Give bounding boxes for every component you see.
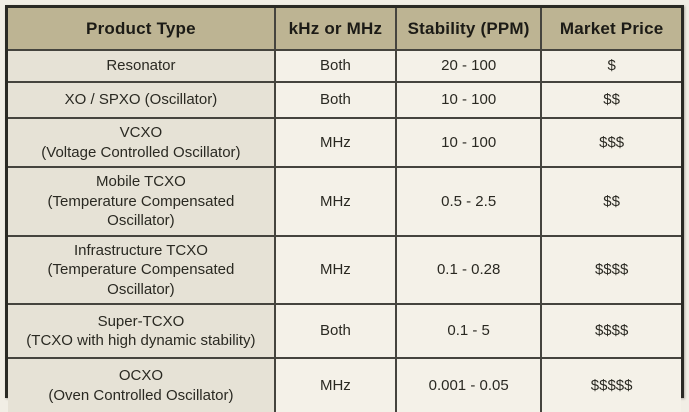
table-body: Resonator Both 20 - 100 $ XO / SPXO (Osc…	[8, 51, 681, 412]
khz-or-mhz-cell: MHz	[275, 119, 397, 166]
market-price-cell: $$$$	[542, 236, 681, 303]
table-row: Super-TCXO (TCXO with high dynamic stabi…	[8, 305, 681, 359]
market-price-cell: $$	[542, 168, 681, 235]
table-row: VCXO (Voltage Controlled Oscillator) MHz…	[8, 119, 681, 168]
table-header-row: Product Type kHz or MHz Stability (PPM) …	[8, 8, 681, 51]
header-stability-ppm: Stability (PPM)	[397, 8, 543, 49]
stability-cell: 0.001 - 0.05	[396, 359, 543, 412]
product-comparison-table: Product Type kHz or MHz Stability (PPM) …	[5, 5, 684, 412]
product-name: Mobile TCXO	[96, 173, 186, 190]
product-name: Infrastructure TCXO	[73, 241, 208, 259]
khz-or-mhz-cell: Both	[275, 51, 397, 81]
stability-cell: 10 - 100	[396, 119, 543, 166]
market-price-cell: $$	[542, 83, 681, 117]
product-name: VCXO	[119, 124, 163, 141]
product-type-cell: OCXO (Oven Controlled Oscillator)	[8, 359, 276, 412]
stability-cell: 0.5 - 2.5	[396, 168, 543, 235]
product-type-cell: Infrastructure TCXO (Temperature Compens…	[8, 236, 276, 303]
product-name: OCXO	[118, 367, 164, 384]
header-khz-or-mhz: kHz or MHz	[276, 8, 397, 49]
khz-or-mhz-cell: MHz	[275, 236, 397, 303]
product-type-cell: Resonator	[8, 51, 276, 81]
product-detail: (Voltage Controlled Oscillator)	[41, 143, 241, 161]
table-row: XO / SPXO (Oscillator) Both 10 - 100 $$	[8, 83, 681, 119]
product-detail: (Temperature Compensated Oscillator)	[47, 261, 235, 298]
table-row: Resonator Both 20 - 100 $	[8, 51, 681, 83]
table-row: Mobile TCXO (Temperature Compensated Osc…	[8, 168, 681, 237]
product-type-cell: Super-TCXO (TCXO with high dynamic stabi…	[8, 305, 276, 357]
product-type-cell: Mobile TCXO (Temperature Compensated Osc…	[8, 168, 276, 235]
market-price-cell: $$$$$	[542, 359, 681, 412]
market-price-cell: $	[542, 51, 681, 81]
header-product-type: Product Type	[8, 8, 276, 49]
product-name: Super-TCXO	[97, 312, 185, 330]
khz-or-mhz-cell: Both	[275, 83, 397, 117]
khz-or-mhz-cell: MHz	[275, 168, 397, 235]
stability-cell: 10 - 100	[396, 83, 543, 117]
market-price-cell: $$$$	[542, 305, 681, 357]
khz-or-mhz-cell: MHz	[275, 359, 397, 412]
product-detail: (Temperature Compensated Oscillator)	[47, 192, 235, 230]
product-type-cell: VCXO (Voltage Controlled Oscillator)	[8, 119, 276, 166]
stability-cell: 20 - 100	[396, 51, 543, 81]
khz-or-mhz-cell: Both	[275, 305, 397, 357]
header-market-price: Market Price	[559, 18, 664, 38]
product-detail: (TCXO with high dynamic stability)	[26, 332, 256, 349]
product-detail: (Oven Controlled Oscillator)	[48, 386, 234, 404]
product-name: XO / SPXO (Oscillator)	[64, 91, 218, 109]
market-price-cell: $$$	[542, 119, 681, 166]
table-row: OCXO (Oven Controlled Oscillator) MHz 0.…	[8, 359, 681, 412]
product-type-cell: XO / SPXO (Oscillator)	[8, 83, 276, 117]
product-name: Resonator	[106, 57, 176, 75]
stability-cell: 0.1 - 5	[396, 305, 543, 357]
stability-cell: 0.1 - 0.28	[396, 236, 543, 303]
table-row: Infrastructure TCXO (Temperature Compens…	[8, 236, 681, 305]
